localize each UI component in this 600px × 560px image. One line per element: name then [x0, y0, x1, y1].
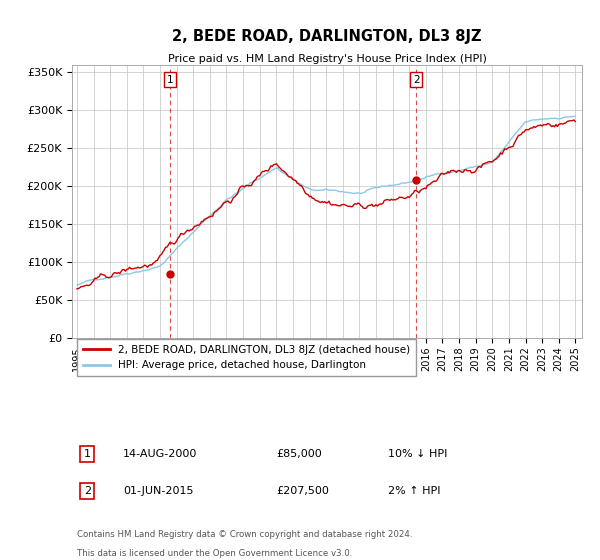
Text: 01-JUN-2015: 01-JUN-2015: [123, 486, 193, 496]
Text: £207,500: £207,500: [276, 486, 329, 496]
Legend: 2, BEDE ROAD, DARLINGTON, DL3 8JZ (detached house), HPI: Average price, detached: 2, BEDE ROAD, DARLINGTON, DL3 8JZ (detac…: [77, 339, 416, 376]
Text: Price paid vs. HM Land Registry's House Price Index (HPI): Price paid vs. HM Land Registry's House …: [167, 54, 487, 64]
Text: 2% ↑ HPI: 2% ↑ HPI: [388, 486, 440, 496]
Text: Contains HM Land Registry data © Crown copyright and database right 2024.: Contains HM Land Registry data © Crown c…: [77, 530, 413, 539]
Text: £85,000: £85,000: [276, 449, 322, 459]
Text: 14-AUG-2000: 14-AUG-2000: [123, 449, 197, 459]
Text: 10% ↓ HPI: 10% ↓ HPI: [388, 449, 448, 459]
Text: 2, BEDE ROAD, DARLINGTON, DL3 8JZ: 2, BEDE ROAD, DARLINGTON, DL3 8JZ: [172, 29, 482, 44]
Text: 1: 1: [167, 74, 173, 85]
Text: 2: 2: [413, 74, 419, 85]
Text: 2: 2: [84, 486, 91, 496]
Text: 1: 1: [84, 449, 91, 459]
Text: This data is licensed under the Open Government Licence v3.0.: This data is licensed under the Open Gov…: [77, 549, 352, 558]
